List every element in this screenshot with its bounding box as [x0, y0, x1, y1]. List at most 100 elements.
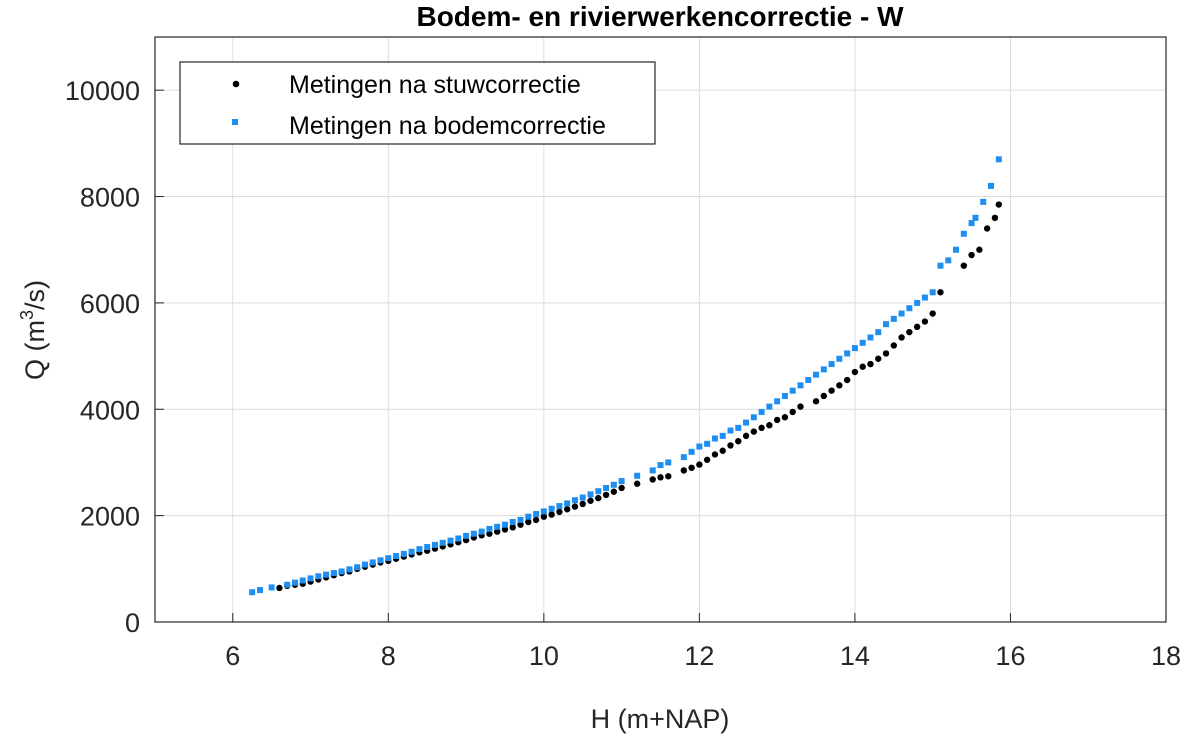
data-point-stuwcorrectie: [735, 437, 742, 445]
data-point-stuwcorrectie: [556, 508, 563, 516]
data-point-stuwcorrectie: [665, 473, 672, 480]
data-point-bodemcorrectie: [929, 289, 936, 296]
data-point-bodemcorrectie: [494, 523, 501, 530]
y-tick-label: 4000: [80, 395, 140, 425]
plot-area-border: [154, 36, 1167, 623]
data-point-bodemcorrectie: [680, 454, 687, 461]
data-point-stuwcorrectie: [602, 491, 610, 499]
data-point-stuwcorrectie: [703, 456, 711, 463]
x-axis-label: H (m+NAP): [591, 704, 730, 734]
x-tick-label: 18: [1151, 641, 1181, 671]
data-point-bodemcorrectie: [743, 419, 750, 426]
data-point-stuwcorrectie: [595, 494, 602, 502]
data-point-bodemcorrectie: [797, 382, 804, 389]
data-point-bodemcorrectie: [789, 387, 796, 394]
data-point-bodemcorrectie: [890, 315, 897, 322]
data-point-stuwcorrectie: [525, 518, 532, 526]
data-point-bodemcorrectie: [284, 581, 291, 588]
data-point-bodemcorrectie: [634, 472, 641, 479]
data-point-bodemcorrectie: [509, 519, 516, 526]
chart-title: Bodem- en rivierwerkencorrectie - W: [416, 1, 904, 32]
y-tick-label: 10000: [65, 76, 140, 106]
data-point-bodemcorrectie: [416, 546, 423, 553]
data-point-bodemcorrectie: [972, 214, 979, 221]
data-point-stuwcorrectie: [509, 524, 516, 531]
data-point-bodemcorrectie: [470, 530, 477, 537]
data-point-bodemcorrectie: [533, 511, 540, 518]
data-point-stuwcorrectie: [688, 464, 695, 471]
data-point-stuwcorrectie: [913, 323, 921, 331]
data-point-bodemcorrectie: [859, 339, 866, 346]
data-point-stuwcorrectie: [501, 526, 509, 533]
data-point-bodemcorrectie: [548, 505, 555, 512]
data-point-stuwcorrectie: [727, 442, 734, 449]
data-point-bodemcorrectie: [603, 484, 610, 491]
data-point-bodemcorrectie: [330, 570, 337, 577]
data-point-bodemcorrectie: [564, 500, 571, 507]
data-point-bodemcorrectie: [299, 577, 306, 584]
data-point-bodemcorrectie: [995, 156, 1002, 163]
data-point-stuwcorrectie: [836, 382, 843, 389]
data-point-bodemcorrectie: [980, 198, 987, 205]
data-point-bodemcorrectie: [595, 488, 602, 495]
data-point-stuwcorrectie: [587, 497, 594, 504]
data-point-stuwcorrectie: [486, 530, 493, 537]
data-point-bodemcorrectie: [813, 371, 820, 378]
data-point-bodemcorrectie: [883, 321, 890, 328]
data-point-stuwcorrectie: [276, 584, 283, 592]
data-point-stuwcorrectie: [633, 480, 641, 487]
data-point-bodemcorrectie: [315, 573, 322, 580]
data-point-bodemcorrectie: [937, 262, 944, 269]
data-point-bodemcorrectie: [571, 497, 578, 504]
data-point-bodemcorrectie: [338, 568, 345, 575]
data-point-stuwcorrectie: [867, 360, 874, 368]
data-point-stuwcorrectie: [548, 511, 555, 518]
data-point-bodemcorrectie: [657, 462, 664, 469]
data-point-stuwcorrectie: [610, 488, 618, 495]
data-point-stuwcorrectie: [983, 225, 991, 232]
x-tick-label: 14: [840, 641, 870, 671]
data-point-stuwcorrectie: [750, 428, 758, 435]
data-point-bodemcorrectie: [361, 561, 368, 568]
data-point-stuwcorrectie: [859, 363, 866, 370]
data-point-bodemcorrectie: [486, 525, 493, 532]
data-point-bodemcorrectie: [758, 408, 765, 415]
data-point-stuwcorrectie: [851, 368, 859, 376]
data-point-stuwcorrectie: [773, 416, 781, 424]
data-point-stuwcorrectie: [812, 398, 820, 405]
data-point-bodemcorrectie: [540, 508, 547, 515]
legend-label-stuwcorrectie: Metingen na stuwcorrectie: [289, 71, 581, 99]
data-point-bodemcorrectie: [851, 345, 858, 352]
data-point-bodemcorrectie: [766, 403, 773, 410]
data-point-stuwcorrectie: [882, 350, 890, 357]
data-point-bodemcorrectie: [649, 467, 656, 474]
data-point-bodemcorrectie: [735, 424, 742, 431]
data-point-bodemcorrectie: [953, 246, 960, 253]
data-point-stuwcorrectie: [976, 246, 983, 253]
data-point-stuwcorrectie: [563, 506, 571, 513]
y-axis-label: Q (m3/s): [17, 280, 50, 380]
data-point-bodemcorrectie: [844, 350, 851, 357]
data-point-stuwcorrectie: [711, 451, 719, 458]
data-point-bodemcorrectie: [393, 553, 400, 560]
data-point-bodemcorrectie: [711, 435, 718, 442]
data-point-bodemcorrectie: [781, 392, 788, 399]
data-point-bodemcorrectie: [439, 539, 446, 546]
data-point-stuwcorrectie: [968, 251, 975, 259]
data-point-bodemcorrectie: [463, 532, 470, 539]
data-point-stuwcorrectie: [898, 334, 905, 341]
data-point-bodemcorrectie: [354, 564, 361, 571]
x-tick-label: 16: [995, 641, 1025, 671]
data-point-bodemcorrectie: [587, 491, 594, 498]
legend: Metingen na stuwcorrectie Metingen na bo…: [179, 61, 656, 145]
data-point-stuwcorrectie: [875, 355, 882, 362]
data-point-bodemcorrectie: [898, 310, 905, 317]
data-point-stuwcorrectie: [843, 376, 851, 384]
data-point-stuwcorrectie: [517, 521, 524, 528]
data-point-bodemcorrectie: [525, 513, 532, 520]
data-point-bodemcorrectie: [291, 579, 298, 586]
data-point-bodemcorrectie: [704, 440, 711, 447]
data-point-bodemcorrectie: [610, 481, 617, 488]
data-point-stuwcorrectie: [680, 467, 688, 474]
